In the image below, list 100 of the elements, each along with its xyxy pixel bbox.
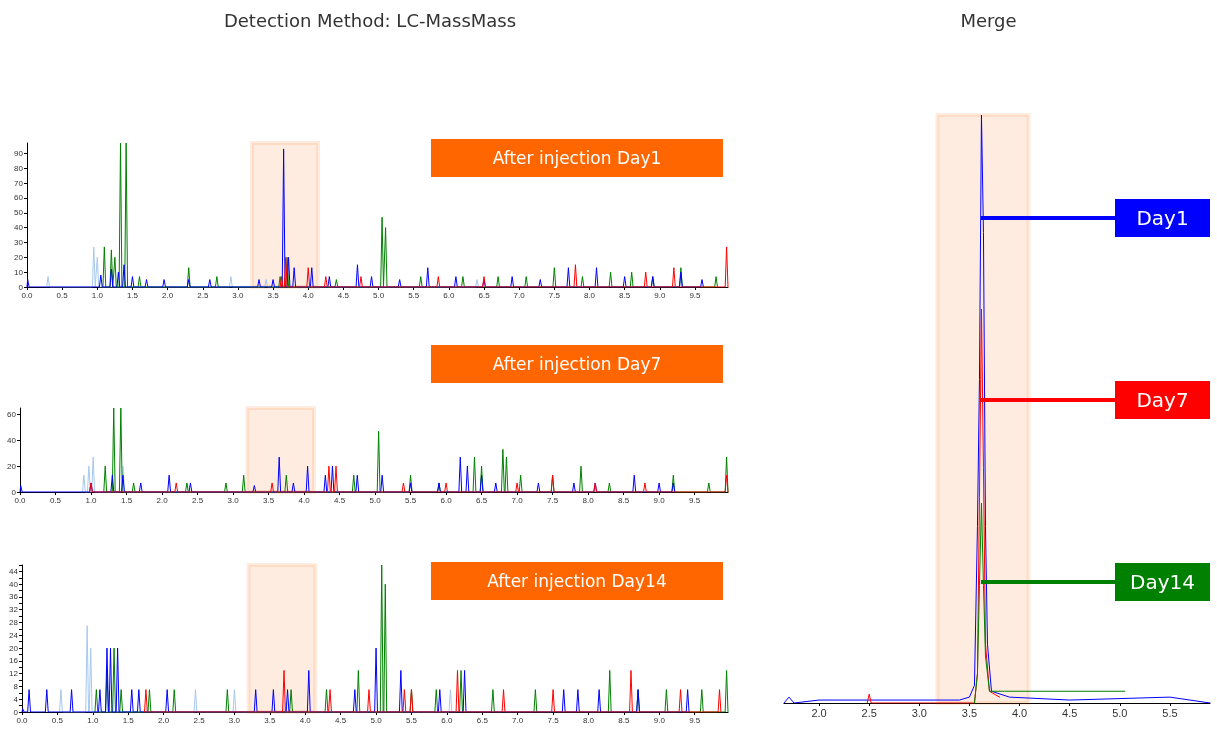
y-tick-label: 4 bbox=[13, 694, 19, 704]
y-tick-label: 0 bbox=[13, 707, 19, 717]
x-tick-label: 2.5 bbox=[191, 495, 204, 505]
x-tick-label: 7.0 bbox=[511, 495, 524, 505]
y-tick-label: 80 bbox=[14, 163, 24, 173]
x-tick-label: 0.5 bbox=[49, 495, 62, 505]
x-tick-label: 7.5 bbox=[547, 495, 559, 505]
chart-title: Detection Method: LC-MassMass bbox=[223, 9, 517, 31]
x-tick-label: 3.0 bbox=[227, 495, 240, 505]
x-tick-label: 5.0 bbox=[1112, 706, 1128, 719]
x-tick-label: 5.5 bbox=[405, 715, 418, 725]
x-tick-label: 9.5 bbox=[689, 495, 701, 505]
x-tick-label: 3.0 bbox=[228, 715, 241, 725]
x-tick-label: 8.5 bbox=[618, 715, 631, 725]
y-tick-label: 60 bbox=[14, 193, 24, 203]
x-tick-label: 5.0 bbox=[370, 715, 383, 725]
x-tick-label: 7.5 bbox=[547, 715, 560, 725]
x-tick-label: 6.0 bbox=[440, 495, 453, 505]
y-tick-label: 40 bbox=[14, 223, 24, 233]
x-tick-label: 3.5 bbox=[264, 715, 276, 725]
x-tick-label: 0.5 bbox=[56, 290, 69, 300]
y-tick-label: 16 bbox=[9, 656, 19, 666]
x-tick-label: 4.0 bbox=[1011, 706, 1028, 719]
x-tick-label: 0.5 bbox=[51, 715, 64, 725]
x-tick-label: 8.0 bbox=[582, 495, 595, 505]
y-tick-label: 60 bbox=[7, 409, 17, 419]
x-tick-label: 1.0 bbox=[87, 715, 99, 725]
line-series bbox=[279, 246, 729, 288]
x-tick-label: 0.0 bbox=[21, 290, 34, 300]
x-tick-label: 4.5 bbox=[1062, 706, 1078, 719]
x-tick-label: 6.5 bbox=[478, 290, 491, 300]
x-tick-label: 5.5 bbox=[408, 290, 420, 300]
y-tick-label: 30 bbox=[14, 237, 24, 247]
x-tick-label: 1.0 bbox=[85, 495, 98, 505]
x-tick-label: 5.0 bbox=[372, 290, 385, 300]
x-tick-label: 8.5 bbox=[618, 495, 630, 505]
y-tick-label: 32 bbox=[9, 605, 19, 615]
x-tick-label: 6.5 bbox=[476, 495, 488, 505]
x-tick-label: 9.0 bbox=[653, 495, 666, 505]
line-series bbox=[89, 465, 729, 493]
y-tick-label: 0 bbox=[11, 487, 17, 497]
y-tick-label: 10 bbox=[14, 267, 24, 277]
x-tick-label: 2.5 bbox=[193, 715, 206, 725]
x-tick-label: 1.5 bbox=[120, 495, 133, 505]
x-tick-label: 3.5 bbox=[267, 290, 280, 300]
x-tick-label: 2.5 bbox=[861, 706, 877, 719]
x-tick-label: 8.0 bbox=[582, 715, 595, 725]
y-tick-label: 0 bbox=[18, 282, 24, 292]
x-tick-label: 8.5 bbox=[619, 290, 631, 300]
x-tick-label: 4.0 bbox=[299, 715, 312, 725]
x-tick-label: 9.5 bbox=[689, 290, 702, 300]
y-tick-label: 40 bbox=[7, 435, 17, 445]
x-tick-label: 7.0 bbox=[512, 715, 524, 725]
y-tick-label: 8 bbox=[13, 681, 19, 691]
y-tick-label: 24 bbox=[9, 630, 19, 640]
x-tick-label: 9.0 bbox=[654, 290, 666, 300]
x-tick-label: 4.5 bbox=[337, 290, 350, 300]
y-tick-label: 20 bbox=[7, 461, 17, 471]
text: Day14 bbox=[1115, 563, 1210, 602]
x-tick-label: 5.5 bbox=[405, 495, 417, 505]
x-tick-label: 0.0 bbox=[16, 715, 29, 725]
x-tick-label: 2.0 bbox=[811, 706, 827, 719]
y-tick-label: 70 bbox=[14, 178, 24, 188]
x-tick-label: 5.5 bbox=[1162, 706, 1178, 719]
x-tick-label: 3.0 bbox=[911, 706, 927, 719]
label-box: After injection Day14 bbox=[431, 562, 723, 600]
x-tick-label: 6.0 bbox=[441, 715, 453, 725]
line-series bbox=[26, 148, 704, 288]
x-tick-label: 5.0 bbox=[369, 495, 382, 505]
x-tick-label: 1.5 bbox=[126, 290, 139, 300]
x-tick-label: 7.5 bbox=[548, 290, 561, 300]
y-tick-label: 50 bbox=[14, 208, 24, 218]
x-tick-label: 9.5 bbox=[689, 715, 701, 725]
x-tick-label: 6.0 bbox=[443, 290, 455, 300]
x-tick-label: 2.0 bbox=[158, 715, 170, 725]
text: Day1 bbox=[1115, 198, 1210, 237]
x-tick-label: 4.5 bbox=[335, 715, 347, 725]
x-tick-label: 4.0 bbox=[298, 495, 311, 505]
x-tick-label: 2.0 bbox=[156, 495, 169, 505]
y-tick-label: 12 bbox=[9, 669, 19, 679]
x-tick-label: 0.0 bbox=[14, 495, 27, 505]
x-tick-label: 8.0 bbox=[583, 290, 596, 300]
y-tick-label: 28 bbox=[9, 618, 19, 628]
x-tick-label: 3.0 bbox=[232, 290, 245, 300]
x-tick-label: 2.0 bbox=[162, 290, 174, 300]
text: Day7 bbox=[1115, 381, 1210, 420]
label-box: After injection Day7 bbox=[431, 345, 723, 383]
x-tick-label: 4.0 bbox=[302, 290, 315, 300]
x-tick-label: 6.5 bbox=[476, 715, 489, 725]
label-box: After injection Day1 bbox=[431, 139, 723, 177]
x-tick-label: 3.5 bbox=[262, 495, 275, 505]
y-tick-label: 20 bbox=[9, 643, 19, 653]
x-tick-label: 4.5 bbox=[334, 495, 346, 505]
y-tick-label: 40 bbox=[9, 579, 19, 589]
y-tick-label: 90 bbox=[14, 148, 24, 158]
x-tick-label: 1.5 bbox=[122, 715, 135, 725]
y-tick-label: 20 bbox=[14, 252, 24, 262]
chart-title: Merge bbox=[960, 9, 1017, 31]
x-tick-label: 1.0 bbox=[91, 290, 104, 300]
x-tick-label: 9.0 bbox=[653, 715, 666, 725]
